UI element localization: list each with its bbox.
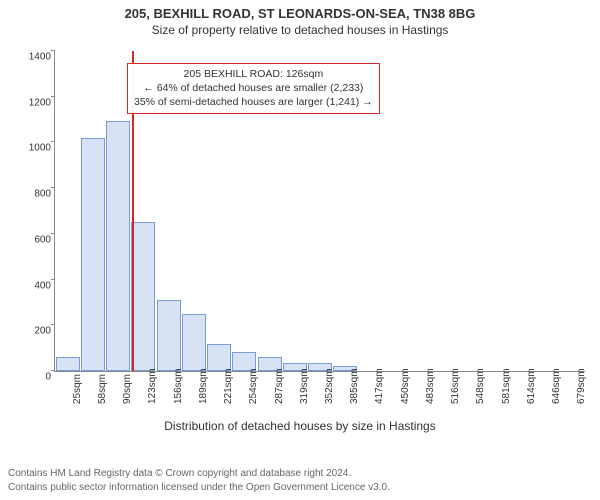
histogram-bar: [131, 222, 155, 371]
x-tick-label: 516sqm: [450, 368, 461, 404]
x-tick-label: 25sqm: [72, 374, 83, 404]
plot-area: 020040060080010001200140025sqm58sqm90sqm…: [54, 51, 585, 372]
y-tick-label: 0: [15, 372, 51, 383]
x-tick-label: 189sqm: [198, 368, 209, 404]
histogram-bar: [56, 357, 80, 371]
x-tick-label: 352sqm: [324, 368, 335, 404]
x-tick-label: 319sqm: [299, 368, 310, 404]
y-tick-mark: [51, 96, 55, 97]
x-tick-label: 548sqm: [475, 368, 486, 404]
x-tick-label: 581sqm: [501, 368, 512, 404]
y-tick-mark: [51, 233, 55, 234]
y-tick-label: 400: [15, 280, 51, 291]
x-tick-label: 123sqm: [147, 368, 158, 404]
footer-line-1: Contains HM Land Registry data © Crown c…: [8, 467, 390, 481]
histogram-bar: [81, 138, 105, 371]
histogram-bar: [157, 300, 181, 371]
histogram-bar: [207, 344, 231, 371]
x-tick-label: 646sqm: [551, 368, 562, 404]
y-tick-label: 1200: [15, 97, 51, 108]
chart-title-sub: Size of property relative to detached ho…: [0, 21, 600, 41]
x-axis-label: Distribution of detached houses by size …: [0, 419, 600, 433]
y-tick-label: 200: [15, 326, 51, 337]
y-tick-mark: [51, 187, 55, 188]
x-tick-label: 483sqm: [425, 368, 436, 404]
x-tick-label: 221sqm: [223, 368, 234, 404]
footer-attribution: Contains HM Land Registry data © Crown c…: [8, 467, 390, 494]
histogram-bar: [106, 121, 130, 371]
info-box-line: 205 BEXHILL ROAD: 126sqm: [134, 67, 373, 81]
x-tick-label: 417sqm: [374, 368, 385, 404]
y-tick-label: 600: [15, 234, 51, 245]
property-info-box: 205 BEXHILL ROAD: 126sqm← 64% of detache…: [127, 63, 380, 114]
x-tick-label: 614sqm: [526, 368, 537, 404]
x-tick-label: 450sqm: [400, 368, 411, 404]
info-box-line: ← 64% of detached houses are smaller (2,…: [134, 81, 373, 95]
y-tick-mark: [51, 370, 55, 371]
y-tick-mark: [51, 141, 55, 142]
x-tick-label: 385sqm: [349, 368, 360, 404]
chart-title-main: 205, BEXHILL ROAD, ST LEONARDS-ON-SEA, T…: [0, 0, 600, 21]
y-tick-mark: [51, 324, 55, 325]
histogram-bar: [182, 314, 206, 371]
x-tick-label: 156sqm: [173, 368, 184, 404]
x-tick-label: 90sqm: [122, 374, 133, 404]
y-tick-label: 1400: [15, 52, 51, 63]
info-box-line: 35% of semi-detached houses are larger (…: [134, 95, 373, 109]
x-tick-label: 58sqm: [97, 374, 108, 404]
chart-container: Number of detached properties 0200400600…: [0, 41, 600, 431]
x-tick-label: 679sqm: [576, 368, 587, 404]
y-tick-mark: [51, 279, 55, 280]
footer-line-2: Contains public sector information licen…: [8, 481, 390, 495]
y-tick-mark: [51, 50, 55, 51]
y-tick-label: 800: [15, 189, 51, 200]
x-tick-label: 287sqm: [274, 368, 285, 404]
x-tick-label: 254sqm: [248, 368, 259, 404]
y-tick-label: 1000: [15, 143, 51, 154]
